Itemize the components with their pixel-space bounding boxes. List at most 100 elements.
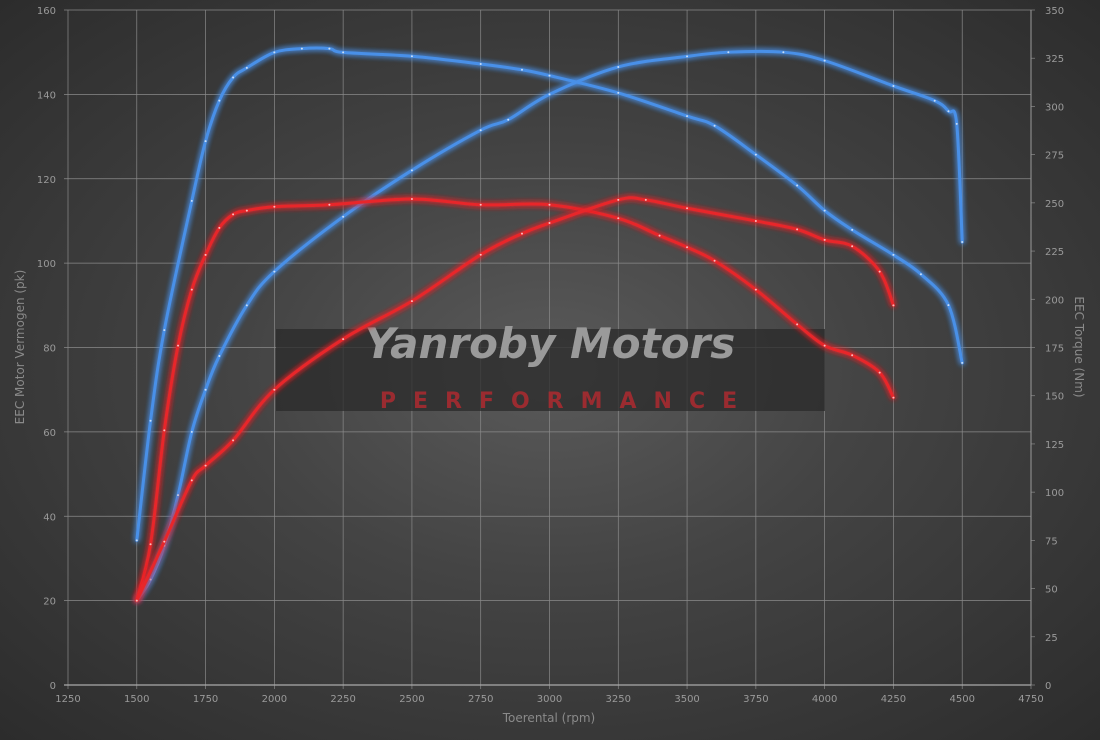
data-point bbox=[204, 388, 207, 391]
x-tick-label: 2000 bbox=[262, 694, 287, 705]
x-tick-label: 2500 bbox=[399, 694, 424, 705]
x-tick-label: 2250 bbox=[330, 694, 355, 705]
y-tick-label: 60 bbox=[43, 428, 56, 439]
data-point bbox=[548, 203, 551, 206]
data-point bbox=[163, 429, 166, 432]
watermark-title: Yanroby Motors bbox=[365, 319, 736, 368]
y2-tick-label: 225 bbox=[1045, 247, 1064, 258]
data-point bbox=[933, 99, 936, 102]
y-tick-label: 20 bbox=[43, 597, 56, 608]
data-point bbox=[919, 273, 922, 276]
data-point bbox=[727, 51, 730, 54]
data-point bbox=[342, 338, 345, 341]
data-point bbox=[273, 205, 276, 208]
data-point bbox=[479, 63, 482, 65]
y-tick-label: 0 bbox=[50, 681, 56, 692]
data-point bbox=[245, 304, 248, 307]
data-point bbox=[892, 396, 895, 399]
y2-tick-label: 325 bbox=[1045, 54, 1064, 65]
data-point bbox=[135, 599, 138, 602]
ticks: 1250 1500 1750 2000 2250 2500 2750 3000 3250 3500… bbox=[37, 6, 1064, 705]
data-point bbox=[851, 354, 854, 357]
data-point bbox=[823, 238, 826, 241]
data-point bbox=[410, 198, 413, 200]
data-point bbox=[754, 153, 757, 156]
data-point bbox=[520, 232, 523, 235]
data-point bbox=[190, 430, 193, 433]
data-point bbox=[479, 203, 482, 206]
data-point bbox=[218, 226, 221, 229]
data-point bbox=[410, 55, 413, 58]
data-point bbox=[273, 388, 276, 391]
data-point bbox=[644, 198, 647, 201]
x-tick-label: 3750 bbox=[743, 694, 768, 705]
data-point bbox=[617, 217, 620, 220]
data-point bbox=[410, 169, 413, 172]
data-point bbox=[713, 259, 716, 262]
y2-tick-label: 0 bbox=[1045, 681, 1051, 692]
data-point bbox=[851, 228, 854, 231]
data-point bbox=[686, 55, 689, 58]
y2-tick-label: 150 bbox=[1045, 392, 1064, 403]
x-tick-label: 4750 bbox=[1018, 694, 1043, 705]
data-point bbox=[135, 539, 138, 542]
data-point bbox=[245, 209, 248, 212]
data-point bbox=[796, 184, 799, 187]
data-point bbox=[851, 245, 854, 248]
data-point bbox=[892, 84, 895, 87]
data-point bbox=[232, 213, 235, 216]
x-tick-label: 3000 bbox=[537, 694, 562, 705]
data-point bbox=[782, 51, 785, 54]
y-axis-label: EEC Motor Vermogen (pk) bbox=[13, 270, 27, 425]
data-point bbox=[342, 215, 345, 218]
data-point bbox=[177, 344, 180, 347]
y2-tick-label: 200 bbox=[1045, 295, 1064, 306]
data-point bbox=[342, 51, 345, 54]
data-point bbox=[163, 540, 166, 543]
data-point bbox=[328, 203, 331, 206]
data-point bbox=[190, 288, 193, 291]
y2-tick-label: 300 bbox=[1045, 102, 1064, 113]
data-point bbox=[149, 543, 152, 546]
data-point bbox=[961, 241, 964, 244]
x-axis-label: Toerental (rpm) bbox=[502, 711, 595, 725]
data-point bbox=[163, 329, 166, 332]
data-point bbox=[713, 124, 716, 127]
data-point bbox=[245, 66, 248, 69]
data-point bbox=[796, 228, 799, 231]
y2-tick-label: 25 bbox=[1045, 633, 1058, 644]
data-point bbox=[520, 68, 523, 71]
data-point bbox=[947, 110, 950, 113]
data-point bbox=[479, 129, 482, 132]
data-point bbox=[617, 198, 620, 201]
y2-tick-label: 75 bbox=[1045, 536, 1058, 547]
y-tick-label: 80 bbox=[43, 344, 56, 355]
series-group bbox=[135, 46, 964, 603]
data-point bbox=[190, 479, 193, 482]
data-point bbox=[878, 371, 881, 374]
y2-tick-label: 50 bbox=[1045, 585, 1058, 596]
data-point bbox=[232, 76, 235, 79]
data-point bbox=[796, 323, 799, 326]
data-point bbox=[273, 270, 276, 273]
watermark: Yanroby Motors PERFORMANCE bbox=[276, 319, 825, 414]
data-point bbox=[548, 222, 551, 225]
data-point bbox=[878, 270, 881, 273]
x-tick-label: 4500 bbox=[949, 694, 974, 705]
series-line-1 bbox=[135, 46, 964, 542]
y2-tick-label: 350 bbox=[1045, 6, 1064, 17]
data-point bbox=[686, 115, 689, 118]
data-point bbox=[823, 209, 826, 212]
y2-axis-label: EEC Torque (Nm) bbox=[1072, 296, 1086, 397]
y2-tick-label: 275 bbox=[1045, 151, 1064, 162]
data-point bbox=[507, 118, 510, 121]
y2-tick-label: 250 bbox=[1045, 199, 1064, 210]
data-point bbox=[892, 304, 895, 307]
y2-tick-label: 125 bbox=[1045, 440, 1064, 451]
data-point bbox=[218, 354, 221, 357]
data-point bbox=[218, 99, 221, 102]
y-tick-label: 140 bbox=[37, 90, 56, 101]
watermark-subtitle: PERFORMANCE bbox=[380, 389, 754, 414]
data-point bbox=[204, 140, 207, 143]
